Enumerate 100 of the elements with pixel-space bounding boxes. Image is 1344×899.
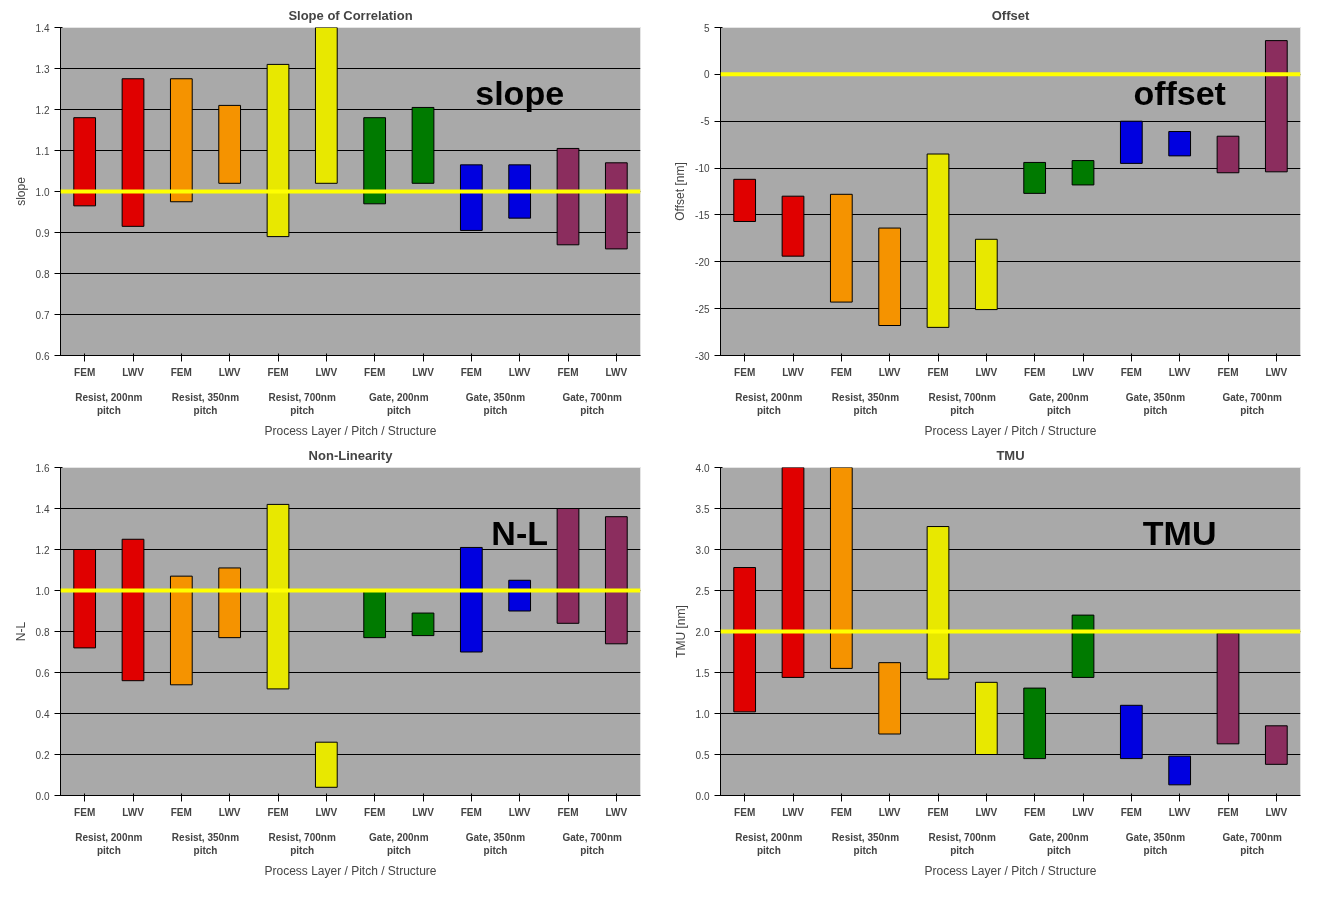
y-tick-label: 5	[703, 22, 710, 34]
y-tick-label: 1.0	[35, 585, 50, 597]
x-tick-label: FEM	[267, 366, 289, 378]
x-tick-label: LWV	[122, 806, 145, 818]
text: Gate, 350nm pitch	[465, 391, 526, 416]
x-tick-label: FEM	[74, 806, 96, 818]
text: Resist, 200nm pitch	[735, 831, 803, 856]
y-tick-label: 0.8	[35, 268, 50, 280]
x-tick-label: FEM	[927, 806, 949, 818]
y-axis-title: TMU [nm]	[673, 605, 688, 658]
y-tick-label: 1.4	[35, 503, 50, 515]
y-tick-label: 3.5	[695, 503, 710, 515]
x-tick-label: LWV	[218, 366, 241, 378]
x-tick-label: FEM	[557, 366, 579, 378]
y-tick-label: 2.5	[695, 585, 710, 597]
x-tick-label: LWV	[782, 806, 805, 818]
x-tick-label: LWV	[508, 806, 531, 818]
chart-title: Offset	[991, 7, 1030, 23]
x-tick-label: FEM	[1120, 806, 1142, 818]
x-tick-label: FEM	[927, 366, 949, 378]
x-tick-label: LWV	[315, 806, 338, 818]
x-tick-label: FEM	[267, 806, 289, 818]
text: Gate, 200nm pitch	[369, 831, 429, 856]
x-tick-label: LWV	[218, 806, 241, 818]
y-tick-label: 0.7	[35, 309, 50, 321]
y-tick-label: 1.3	[35, 63, 50, 75]
text: Gate, 350nm pitch	[465, 831, 526, 856]
y-tick-label: 1.1	[35, 145, 50, 157]
text: Resist, 350nm pitch	[171, 831, 240, 856]
x-tick-label: FEM	[1120, 366, 1142, 378]
text: Gate, 200nm pitch	[369, 391, 429, 416]
x-tick-label: LWV	[782, 366, 805, 378]
y-tick-label: 0.2	[35, 749, 50, 761]
y-tick-label: 0.0	[695, 790, 710, 802]
x-tick-label: FEM	[1217, 806, 1239, 818]
y-tick-label: -10	[695, 163, 710, 175]
annotation: TMU	[1142, 514, 1217, 553]
y-tick-label: -15	[695, 209, 710, 221]
x-tick-label: LWV	[508, 366, 531, 378]
text: Gate, 700nm pitch	[562, 831, 623, 856]
y-axis-title: Offset [nm]	[673, 162, 688, 221]
x-tick-label: FEM	[1024, 366, 1046, 378]
y-tick-label: 1.5	[695, 667, 710, 679]
text: Resist, 200nm pitch	[75, 391, 143, 416]
x-tick-label: FEM	[1217, 366, 1239, 378]
x-tick-label: FEM	[734, 806, 756, 818]
y-tick-label: 0.5	[695, 749, 710, 761]
x-axis-title: Process Layer / Pitch / Structure	[264, 863, 437, 878]
x-axis-title: Process Layer / Pitch / Structure	[924, 423, 1097, 438]
y-tick-label: -5	[700, 116, 710, 128]
x-tick-label: LWV	[878, 806, 901, 818]
y-tick-label: -25	[695, 303, 710, 315]
y-tick-label: 1.4	[35, 22, 50, 34]
y-tick-label: 0	[703, 69, 710, 81]
text: Resist, 200nm pitch	[75, 831, 143, 856]
x-tick-label: LWV	[1168, 806, 1191, 818]
x-tick-label: FEM	[170, 366, 192, 378]
y-tick-label: 0.4	[35, 708, 50, 720]
x-tick-label: LWV	[975, 806, 998, 818]
x-tick-label: FEM	[460, 806, 482, 818]
y-tick-label: 0.9	[35, 227, 50, 239]
x-tick-label: LWV	[1168, 366, 1191, 378]
x-tick-label: FEM	[170, 806, 192, 818]
text: Gate, 350nm pitch	[1125, 391, 1186, 416]
annotation: slope	[475, 74, 565, 113]
y-tick-label: -30	[695, 350, 710, 362]
x-tick-label: FEM	[1024, 806, 1046, 818]
chart-title: Slope of Correlation	[288, 7, 413, 23]
y-tick-label: 1.0	[695, 708, 710, 720]
text: Resist, 700nm pitch	[268, 391, 336, 416]
x-tick-label: LWV	[605, 806, 628, 818]
x-tick-label: LWV	[412, 366, 435, 378]
text: Gate, 200nm pitch	[1029, 831, 1089, 856]
text: Gate, 700nm pitch	[1222, 391, 1283, 416]
x-tick-label: FEM	[734, 366, 756, 378]
text: Resist, 700nm pitch	[928, 391, 996, 416]
x-tick-label: FEM	[830, 806, 852, 818]
text: Resist, 350nm pitch	[171, 391, 240, 416]
y-axis-title: N-L	[13, 621, 28, 642]
x-tick-label: LWV	[1265, 366, 1288, 378]
x-tick-label: FEM	[830, 366, 852, 378]
x-tick-label: LWV	[412, 806, 435, 818]
text: Resist, 200nm pitch	[735, 391, 803, 416]
y-tick-label: 0.8	[35, 626, 50, 638]
y-tick-label: 1.2	[35, 104, 50, 116]
y-tick-label: 0.6	[35, 350, 50, 362]
y-tick-label: 1.2	[35, 544, 50, 556]
x-tick-label: LWV	[315, 366, 338, 378]
x-tick-label: FEM	[460, 366, 482, 378]
y-tick-label: 3.0	[695, 544, 710, 556]
text: Resist, 350nm pitch	[831, 391, 900, 416]
x-tick-label: LWV	[122, 366, 145, 378]
y-tick-label: 0.0	[35, 790, 50, 802]
x-tick-label: FEM	[74, 366, 96, 378]
text: Gate, 700nm pitch	[562, 391, 623, 416]
y-tick-label: -20	[695, 256, 710, 268]
x-tick-label: LWV	[1265, 806, 1288, 818]
x-tick-label: LWV	[878, 366, 901, 378]
x-tick-label: LWV	[605, 366, 628, 378]
x-tick-label: FEM	[364, 806, 386, 818]
